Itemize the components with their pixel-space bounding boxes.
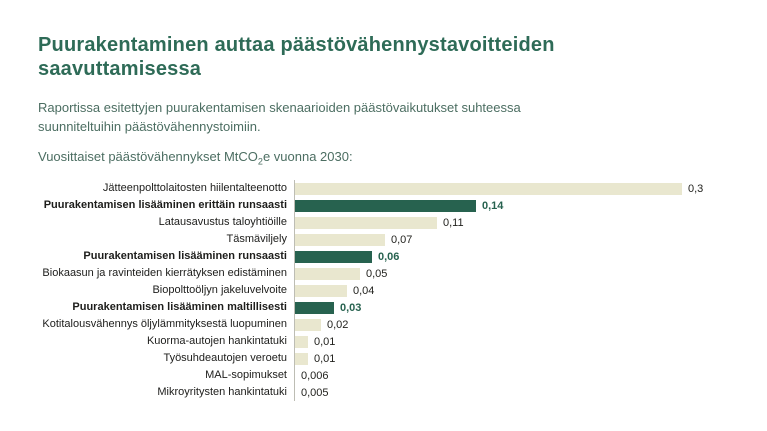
bar-value: 0,01	[314, 352, 336, 365]
bar-label: MAL-sopimukset	[205, 369, 287, 381]
bar-track: 0,07	[294, 231, 728, 248]
bar-track: 0,05	[294, 265, 728, 282]
bar-value: 0,07	[391, 233, 413, 246]
bar-track: 0,11	[294, 214, 728, 231]
bar	[295, 233, 385, 246]
bar-track: 0,01	[294, 350, 728, 367]
bar-value: 0,04	[353, 284, 375, 297]
bar	[295, 199, 476, 212]
bar-value: 0,3	[688, 182, 704, 195]
chart-row: Jätteenpolttolaitosten hiilentalteenotto…	[38, 180, 728, 197]
bar-label: Kuorma-autojen hankintatuki	[146, 335, 287, 347]
bar-track: 0,006	[294, 367, 728, 384]
bar-label: Jätteenpolttolaitosten hiilentalteenotto	[102, 182, 287, 194]
bar-value: 0,03	[340, 301, 362, 314]
bar-track: 0,06	[294, 248, 728, 265]
chart-heading-suffix: e vuonna 2030:	[262, 149, 353, 164]
bar	[295, 318, 321, 331]
bar-track: 0,005	[294, 384, 728, 401]
bar-label: Latausavustus taloyhtiöille	[158, 216, 287, 228]
bar-value: 0,005	[301, 386, 329, 399]
bar	[295, 335, 308, 348]
bar	[295, 250, 372, 263]
chart-row: Puurakentamisen lisääminen maltillisesti…	[38, 299, 728, 316]
chart-row: Latausavustus taloyhtiöille 0,11	[38, 214, 728, 231]
bar-label: Biopolttoöljyn jakeluvelvoite	[152, 284, 287, 296]
bar-value: 0,01	[314, 335, 336, 348]
bar	[295, 267, 360, 280]
bar-track: 0,01	[294, 333, 728, 350]
bar-chart: Jätteenpolttolaitosten hiilentalteenotto…	[38, 180, 728, 401]
chart-row: Työsuhdeautojen veroetu 0,01	[38, 350, 728, 367]
bar-value: 0,14	[482, 199, 504, 212]
chart-row: Biokaasun ja ravinteiden kierrätyksen ed…	[38, 265, 728, 282]
bar-track: 0,3	[294, 180, 728, 197]
chart-heading-prefix: Vuosittaiset päästövähennykset MtCO	[38, 149, 258, 164]
page-title: Puurakentaminen auttaa päästövähennystav…	[38, 34, 555, 80]
bar-value: 0,05	[366, 267, 388, 280]
bar-track: 0,04	[294, 282, 728, 299]
chart-row: Biopolttoöljyn jakeluvelvoite 0,04	[38, 282, 728, 299]
bar-label: Mikroyritysten hankintatuki	[157, 386, 287, 398]
chart-row: Kuorma-autojen hankintatuki 0,01	[38, 333, 728, 350]
bar-label: Puurakentamisen lisääminen runsaasti	[83, 250, 287, 262]
bar	[295, 284, 347, 297]
chart-row: Täsmäviljely 0,07	[38, 231, 728, 248]
bar-label: Täsmäviljely	[226, 233, 287, 245]
bar-label: Biokaasun ja ravinteiden kierrätyksen ed…	[42, 267, 287, 279]
bar-label: Puurakentamisen lisääminen erittäin runs…	[43, 199, 287, 211]
bar-label: Kotitalousvähennys öljylämmityksestä luo…	[42, 318, 287, 330]
bar	[295, 216, 437, 229]
bar	[295, 182, 682, 195]
bar-track: 0,03	[294, 299, 728, 316]
bar-value: 0,06	[378, 250, 400, 263]
bar-label: Puurakentamisen lisääminen maltillisesti	[72, 301, 287, 313]
bar-track: 0,02	[294, 316, 728, 333]
bar	[295, 352, 308, 365]
bar-label: Työsuhdeautojen veroetu	[163, 352, 287, 364]
chart-row: Puurakentamisen lisääminen erittäin runs…	[38, 197, 728, 214]
bar-value: 0,006	[301, 369, 329, 382]
chart-heading: Vuosittaiset päästövähennykset MtCO2e vu…	[38, 149, 727, 167]
chart-row: MAL-sopimukset 0,006	[38, 367, 728, 384]
bar-value: 0,02	[327, 318, 349, 331]
subtitle: Raportissa esitettyjen puurakentamisen s…	[38, 100, 521, 134]
bar-value: 0,11	[443, 216, 464, 229]
chart-row: Kotitalousvähennys öljylämmityksestä luo…	[38, 316, 728, 333]
bar	[295, 301, 334, 314]
chart-row: Puurakentamisen lisääminen runsaasti 0,06	[38, 248, 728, 265]
chart-heading-subscript: 2	[257, 156, 263, 167]
chart-row: Mikroyritysten hankintatuki 0,005	[38, 384, 728, 401]
bar-track: 0,14	[294, 197, 728, 214]
